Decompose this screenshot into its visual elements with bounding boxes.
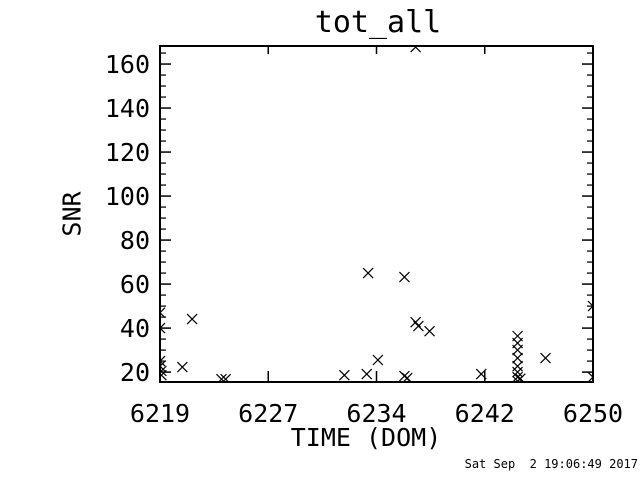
timestamp: Sat Sep 2 19:06:49 2017	[464, 457, 638, 471]
scatter-marker	[512, 366, 523, 378]
scatter-marker	[160, 369, 167, 381]
scatter-marker	[372, 354, 384, 366]
scatter-marker	[512, 371, 523, 382]
scatter-marker	[512, 360, 523, 372]
y-tick-label: 140	[105, 94, 150, 123]
scatter-marker	[220, 373, 232, 382]
y-tick-label: 60	[120, 270, 150, 299]
data-points	[160, 46, 593, 382]
scatter-marker	[410, 46, 422, 53]
scatter-marker	[424, 325, 436, 337]
scatter-marker	[540, 352, 551, 364]
scatter-marker	[160, 365, 167, 377]
y-tick-label: 160	[105, 50, 150, 79]
chart-title: tot_all	[314, 5, 442, 40]
x-tick-label: 6234	[346, 399, 406, 428]
scatter-marker	[338, 369, 350, 381]
scatter-marker	[512, 344, 523, 356]
scatter-marker	[401, 372, 413, 382]
y-tick-label: 20	[120, 358, 150, 387]
x-tick-label: 6227	[238, 399, 298, 428]
scatter-marker	[587, 371, 593, 382]
y-tick-label: 120	[105, 138, 150, 167]
y-tick-label: 100	[105, 182, 150, 211]
scatter-marker	[362, 267, 374, 279]
x-tick-label: 6250	[563, 399, 623, 428]
y-tick-label: 80	[120, 226, 150, 255]
scatter-marker	[160, 322, 166, 334]
scatter-marker	[176, 361, 188, 373]
scatter-marker	[399, 271, 410, 283]
scatter-marker	[512, 352, 523, 364]
axes-frame	[159, 45, 594, 383]
scatter-marker	[587, 300, 593, 312]
scatter-marker	[186, 313, 198, 325]
scatter-marker	[361, 368, 373, 380]
scatter-marker	[160, 355, 166, 367]
scatter-marker	[475, 368, 487, 380]
scatter-marker	[216, 373, 227, 382]
scatter-marker	[412, 320, 424, 332]
x-tick-label: 6242	[455, 399, 515, 428]
x-tick-label: 6219	[130, 399, 190, 428]
scatter-marker	[160, 307, 166, 319]
scatter-marker	[512, 375, 523, 382]
x-axis-title: TIME (DOM)	[290, 423, 442, 452]
y-tick-label: 40	[120, 314, 150, 343]
